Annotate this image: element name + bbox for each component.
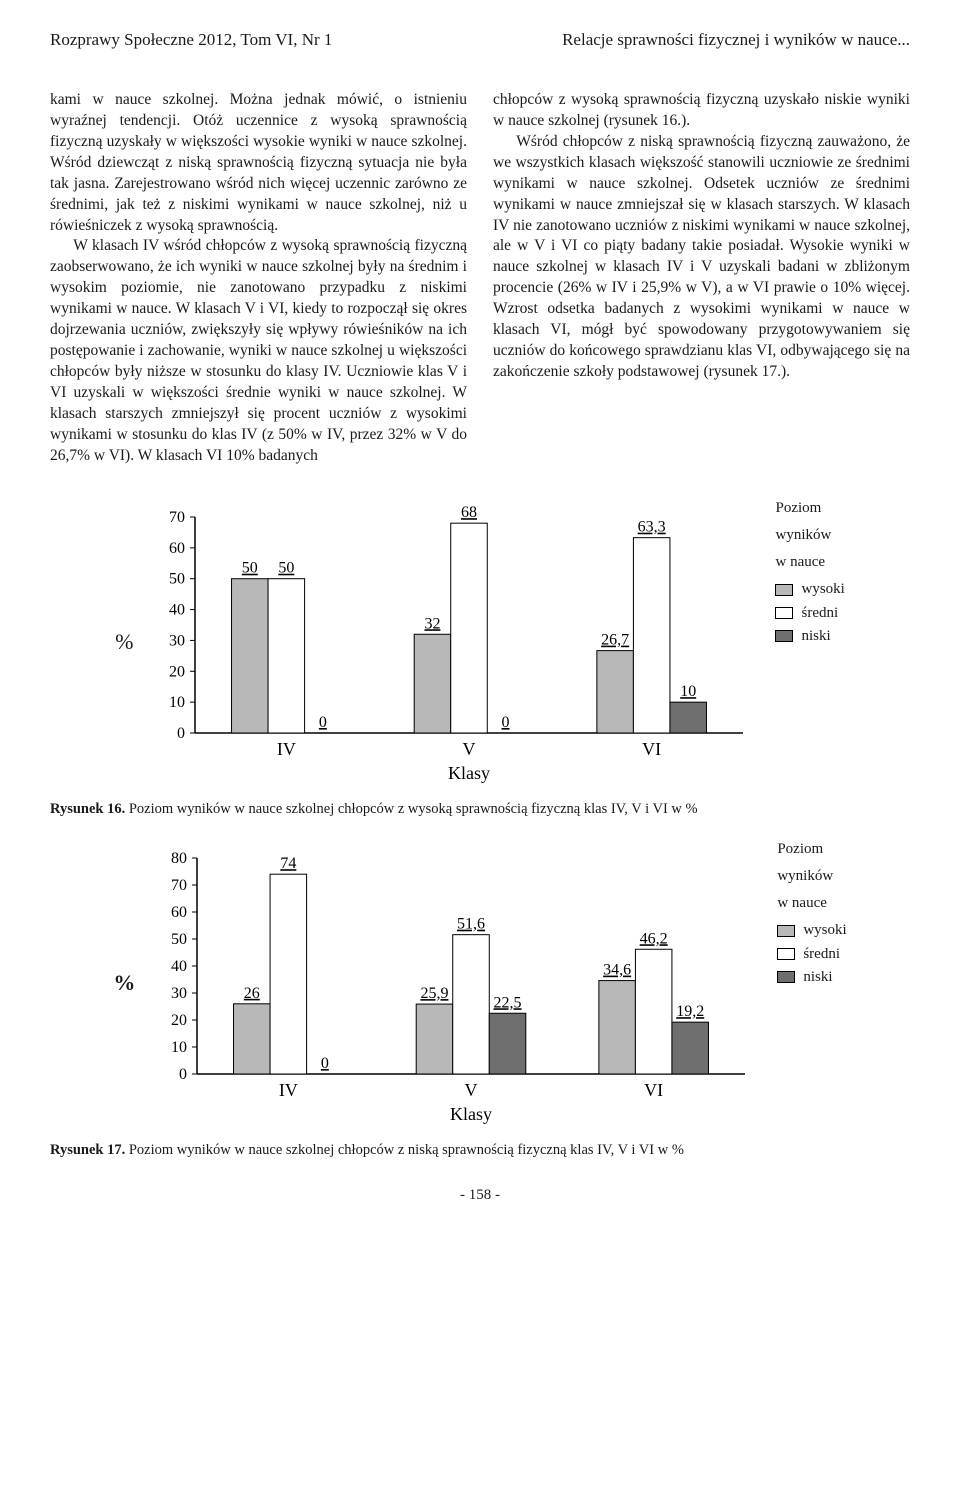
svg-text:74: 74 (281, 855, 297, 872)
svg-text:IV: IV (277, 739, 296, 759)
svg-text:32: 32 (425, 615, 441, 632)
svg-text:0: 0 (177, 725, 185, 742)
svg-text:68: 68 (461, 504, 477, 521)
figure-17-caption-text: Poziom wyników w nauce szkolnej chłopców… (125, 1142, 684, 1158)
svg-text:22,5: 22,5 (494, 994, 522, 1011)
figure-17: % 0 10 20 30 40 50 60 70 80 26 74 0 IV 25,9 51,6 22,5 V 3… (50, 838, 910, 1159)
figure-16-caption-text: Poziom wyników w nauce szkolnej chłopców… (125, 801, 697, 817)
svg-text:63,3: 63,3 (638, 518, 666, 535)
chart16-legend: Poziomwynikóww naucewysokiśredniniski (775, 497, 844, 649)
svg-text:70: 70 (171, 877, 187, 894)
svg-text:0: 0 (319, 714, 327, 731)
body-col-right: chłopców z wysoką sprawnością fizyczną u… (493, 90, 910, 467)
svg-text:46,2: 46,2 (640, 930, 668, 947)
chart17-legend: Poziomwynikóww naucewysokiśredniniski (777, 838, 846, 990)
svg-text:19,2: 19,2 (677, 1003, 705, 1020)
svg-text:26: 26 (244, 984, 260, 1001)
svg-text:30: 30 (169, 632, 185, 649)
svg-text:0: 0 (502, 714, 510, 731)
svg-text:40: 40 (171, 958, 187, 975)
svg-text:80: 80 (171, 850, 187, 867)
body-col-left: kami w nauce szkolnej. Można jednak mówi… (50, 90, 467, 467)
svg-text:IV: IV (279, 1080, 298, 1100)
chart16-ylabel: % (115, 629, 133, 655)
figure-16: % 0 10 20 30 40 50 60 70 50 50 0 IV 32 68 0 V 26,7 63,3 10… (50, 497, 910, 818)
svg-text:V: V (463, 739, 476, 759)
svg-text:50: 50 (279, 559, 295, 576)
svg-text:10: 10 (169, 694, 185, 711)
svg-text:70: 70 (169, 509, 185, 526)
svg-text:V: V (465, 1080, 478, 1100)
svg-text:25,9: 25,9 (421, 985, 449, 1002)
page-number: - 158 - (50, 1187, 910, 1204)
svg-text:40: 40 (169, 601, 185, 618)
svg-text:51,6: 51,6 (457, 915, 485, 932)
svg-text:10: 10 (681, 683, 697, 700)
figure-16-caption-label: Rysunek 16. (50, 801, 125, 817)
svg-text:60: 60 (169, 539, 185, 556)
svg-text:50: 50 (169, 570, 185, 587)
figure-17-caption: Rysunek 17. Poziom wyników w nauce szkol… (50, 1142, 910, 1159)
svg-text:Klasy: Klasy (450, 1104, 492, 1124)
page-header: Rozprawy Społeczne 2012, Tom VI, Nr 1 Re… (50, 30, 910, 50)
figure-16-caption: Rysunek 16. Poziom wyników w nauce szkol… (50, 801, 910, 818)
svg-text:10: 10 (171, 1039, 187, 1056)
chart17-ylabel: % (113, 970, 135, 996)
body-columns: kami w nauce szkolnej. Można jednak mówi… (50, 90, 910, 467)
svg-text:VI: VI (644, 1080, 663, 1100)
svg-text:VI: VI (643, 739, 662, 759)
svg-text:50: 50 (242, 559, 258, 576)
svg-text:26,7: 26,7 (602, 631, 630, 648)
chart17-plot: 0 10 20 30 40 50 60 70 80 26 74 0 IV 25,9 51,6 22,5 V 34,… (151, 838, 751, 1128)
svg-text:Klasy: Klasy (448, 763, 490, 783)
svg-text:0: 0 (321, 1055, 329, 1072)
chart16-plot: 0 10 20 30 40 50 60 70 50 50 0 IV 32 68 0 V 26,7 63,3 10 VI… (149, 497, 749, 787)
svg-text:30: 30 (171, 985, 187, 1002)
header-left: Rozprawy Społeczne 2012, Tom VI, Nr 1 (50, 30, 332, 50)
svg-text:20: 20 (169, 663, 185, 680)
svg-text:50: 50 (171, 931, 187, 948)
svg-text:34,6: 34,6 (603, 961, 631, 978)
svg-text:60: 60 (171, 904, 187, 921)
header-right: Relacje sprawności fizycznej i wyników w… (562, 30, 910, 50)
figure-17-caption-label: Rysunek 17. (50, 1142, 125, 1158)
svg-text:0: 0 (179, 1066, 187, 1083)
svg-text:20: 20 (171, 1012, 187, 1029)
